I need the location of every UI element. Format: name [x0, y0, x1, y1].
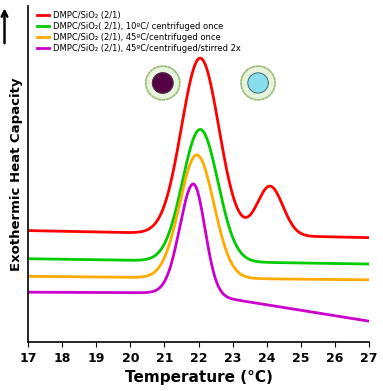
DMPC/SiO₂( 2/1), 10ºC/ centrifuged once — [183, 169, 187, 173]
DMPC/SiO₂ (2/1), 45ºC/centrifuged/stirred 2x — [294, 307, 299, 312]
DMPC/SiO₂( 2/1), 10ºC/ centrifuged once — [294, 260, 299, 265]
Legend: DMPC/SiO₂ (2/1), DMPC/SiO₂( 2/1), 10ºC/ centrifuged once, DMPC/SiO₂ (2/1), 45ºC/: DMPC/SiO₂ (2/1), DMPC/SiO₂( 2/1), 10ºC/ … — [36, 10, 241, 54]
DMPC/SiO₂ (2/1) — [367, 235, 371, 240]
Line: DMPC/SiO₂ (2/1), 45ºC/centrifuged once: DMPC/SiO₂ (2/1), 45ºC/centrifuged once — [28, 155, 369, 280]
DMPC/SiO₂ (2/1), 45ºC/centrifuged/stirred 2x — [192, 182, 196, 187]
DMPC/SiO₂ (2/1) — [357, 235, 361, 240]
DMPC/SiO₂ (2/1), 45ºC/centrifuged once — [367, 278, 371, 282]
DMPC/SiO₂ (2/1), 45ºC/centrifuged once — [294, 277, 299, 282]
DMPC/SiO₂ (2/1) — [192, 66, 196, 70]
Y-axis label: Exothermic Heat Capacity: Exothermic Heat Capacity — [10, 77, 23, 271]
DMPC/SiO₂ (2/1) — [183, 106, 187, 111]
Line: DMPC/SiO₂( 2/1), 10ºC/ centrifuged once: DMPC/SiO₂( 2/1), 10ºC/ centrifuged once — [28, 129, 369, 264]
DMPC/SiO₂ (2/1), 45ºC/centrifuged/stirred 2x — [183, 201, 187, 206]
DMPC/SiO₂ (2/1), 45ºC/centrifuged/stirred 2x — [357, 317, 361, 322]
DMPC/SiO₂ (2/1), 45ºC/centrifuged once — [43, 274, 48, 279]
Polygon shape — [146, 66, 180, 100]
DMPC/SiO₂( 2/1), 10ºC/ centrifuged once — [357, 262, 361, 266]
DMPC/SiO₂( 2/1), 10ºC/ centrifuged once — [43, 256, 48, 261]
DMPC/SiO₂ (2/1) — [198, 56, 203, 61]
DMPC/SiO₂ (2/1), 45ºC/centrifuged once — [183, 179, 187, 184]
DMPC/SiO₂( 2/1), 10ºC/ centrifuged once — [357, 262, 361, 266]
DMPC/SiO₂ (2/1), 45ºC/centrifuged/stirred 2x — [191, 181, 196, 186]
Line: DMPC/SiO₂ (2/1): DMPC/SiO₂ (2/1) — [28, 58, 369, 238]
DMPC/SiO₂ (2/1) — [43, 229, 48, 233]
DMPC/SiO₂ (2/1), 45ºC/centrifuged once — [357, 277, 361, 282]
DMPC/SiO₂ (2/1), 45ºC/centrifuged/stirred 2x — [357, 317, 361, 322]
DMPC/SiO₂ (2/1), 45ºC/centrifuged once — [195, 152, 199, 157]
DMPC/SiO₂ (2/1) — [294, 228, 299, 232]
Line: DMPC/SiO₂ (2/1), 45ºC/centrifuged/stirred 2x: DMPC/SiO₂ (2/1), 45ºC/centrifuged/stirre… — [28, 184, 369, 321]
DMPC/SiO₂ (2/1), 45ºC/centrifuged/stirred 2x — [43, 290, 48, 294]
DMPC/SiO₂ (2/1), 45ºC/centrifuged once — [357, 277, 361, 282]
DMPC/SiO₂( 2/1), 10ºC/ centrifuged once — [192, 135, 196, 140]
Polygon shape — [152, 73, 173, 93]
DMPC/SiO₂ (2/1), 45ºC/centrifuged once — [26, 274, 31, 279]
DMPC/SiO₂( 2/1), 10ºC/ centrifuged once — [367, 262, 371, 266]
Polygon shape — [241, 66, 275, 100]
DMPC/SiO₂ (2/1), 45ºC/centrifuged once — [192, 154, 196, 159]
DMPC/SiO₂( 2/1), 10ºC/ centrifuged once — [198, 127, 203, 132]
DMPC/SiO₂( 2/1), 10ºC/ centrifuged once — [26, 256, 31, 261]
DMPC/SiO₂ (2/1) — [357, 235, 361, 240]
X-axis label: Temperature (°C): Temperature (°C) — [124, 370, 272, 386]
DMPC/SiO₂ (2/1), 45ºC/centrifuged/stirred 2x — [26, 290, 31, 294]
Polygon shape — [248, 73, 268, 93]
DMPC/SiO₂ (2/1) — [26, 228, 31, 233]
DMPC/SiO₂ (2/1), 45ºC/centrifuged/stirred 2x — [367, 319, 371, 323]
